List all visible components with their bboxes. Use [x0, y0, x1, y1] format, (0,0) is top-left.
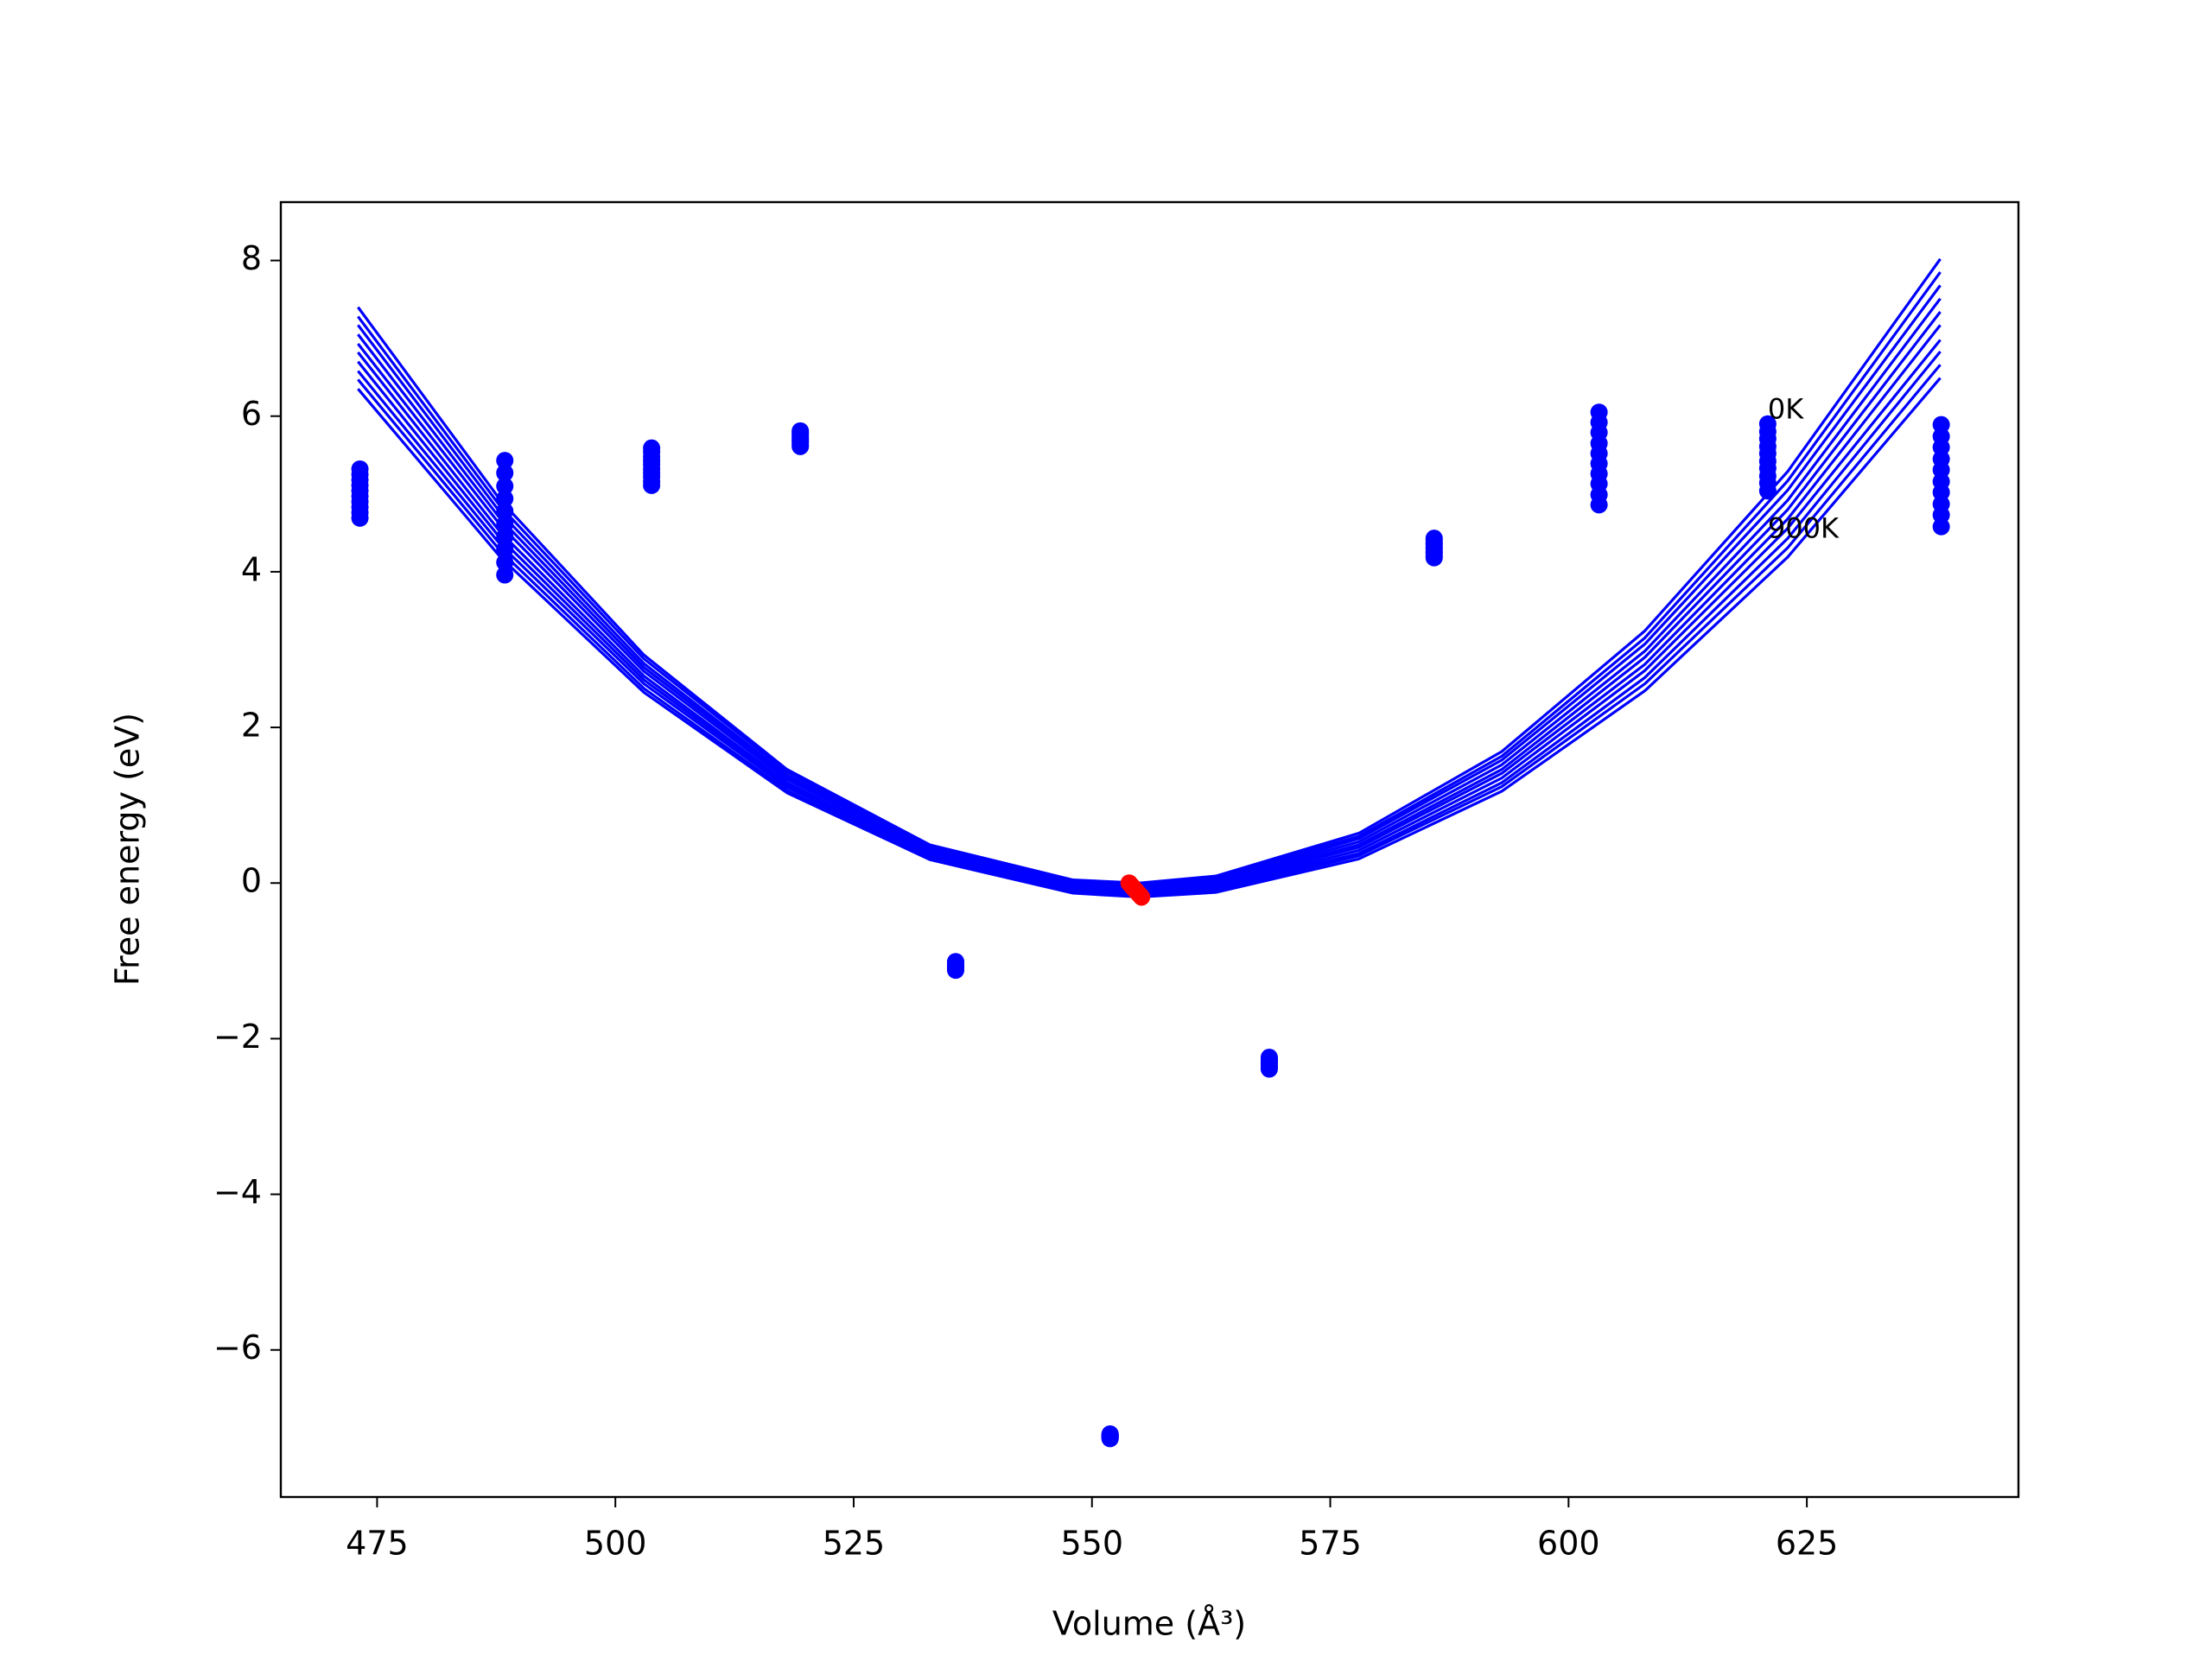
y-tick-label: −2: [213, 1018, 262, 1056]
point: [1932, 517, 1950, 536]
y-tick-label: 0: [241, 862, 262, 900]
curve: [357, 284, 1942, 888]
x-tick-label: 475: [346, 1525, 409, 1563]
point: [947, 961, 965, 980]
plot-frame: [279, 200, 2020, 1499]
point: [1425, 549, 1443, 567]
x-tick-label: 600: [1537, 1525, 1600, 1563]
x-tick-label: 575: [1299, 1525, 1362, 1563]
point: [496, 464, 514, 482]
point: [643, 476, 661, 494]
x-tick-label: 550: [1060, 1525, 1123, 1563]
y-tick-label: 8: [241, 239, 262, 277]
y-tick-label: 4: [241, 550, 262, 588]
point: [496, 554, 514, 572]
curve: [357, 271, 1942, 886]
point: [1133, 888, 1151, 906]
point: [496, 540, 514, 558]
point: [496, 452, 514, 470]
y-tick-label: 6: [241, 395, 262, 433]
point: [1590, 496, 1608, 514]
y-tick-label: −4: [213, 1173, 262, 1211]
point: [496, 528, 514, 546]
point: [1101, 1430, 1119, 1448]
annotation: 0K: [1768, 392, 1804, 425]
point: [496, 490, 514, 508]
y-axis-label: Free energy (eV): [109, 713, 147, 986]
curve: [357, 257, 1942, 885]
x-tick-label: 625: [1776, 1525, 1839, 1563]
annotation: 900K: [1768, 511, 1840, 544]
point: [791, 437, 810, 455]
x-axis-label: Volume (Å³): [1052, 1605, 1246, 1643]
point: [496, 566, 514, 584]
y-tick-label: −6: [213, 1329, 262, 1367]
x-tick-label: 525: [823, 1525, 886, 1563]
curve: [357, 297, 1942, 890]
point: [496, 515, 514, 533]
y-tick-label: 2: [241, 707, 262, 745]
curve: [357, 311, 1942, 891]
point: [496, 502, 514, 520]
point: [351, 509, 369, 527]
point: [1260, 1060, 1278, 1078]
point: [1758, 482, 1777, 500]
x-tick-label: 500: [584, 1525, 647, 1563]
point: [496, 477, 514, 495]
